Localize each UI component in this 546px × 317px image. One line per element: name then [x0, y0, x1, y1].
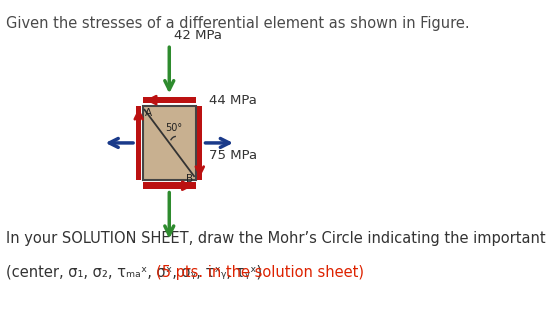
Text: 50°: 50°	[165, 123, 183, 133]
Text: A: A	[145, 108, 152, 118]
Text: B: B	[186, 174, 193, 184]
Bar	[143, 106, 196, 180]
Text: 44 MPa: 44 MPa	[209, 94, 257, 107]
Bar	[136, 106, 141, 180]
Bar	[198, 106, 202, 180]
Bar	[143, 97, 196, 103]
Bar	[143, 182, 196, 189]
Text: (center, σ₁, σ₂, τₘₐˣ, σˣ, σᵧ, τˣᵧ, τᵧˣ): (center, σ₁, σ₂, τₘₐˣ, σˣ, σᵧ, τˣᵧ, τᵧˣ)	[7, 265, 263, 280]
Text: In your SOLUTION SHEET, draw the Mohr’s Circle indicating the important points: In your SOLUTION SHEET, draw the Mohr’s …	[7, 231, 546, 246]
Text: Given the stresses of a differential element as shown in Figure.: Given the stresses of a differential ele…	[7, 16, 470, 31]
Text: 75 MPa: 75 MPa	[209, 149, 257, 162]
Text: 42 MPa: 42 MPa	[174, 29, 222, 42]
Text: (5 pts. in the solution sheet): (5 pts. in the solution sheet)	[156, 265, 364, 280]
